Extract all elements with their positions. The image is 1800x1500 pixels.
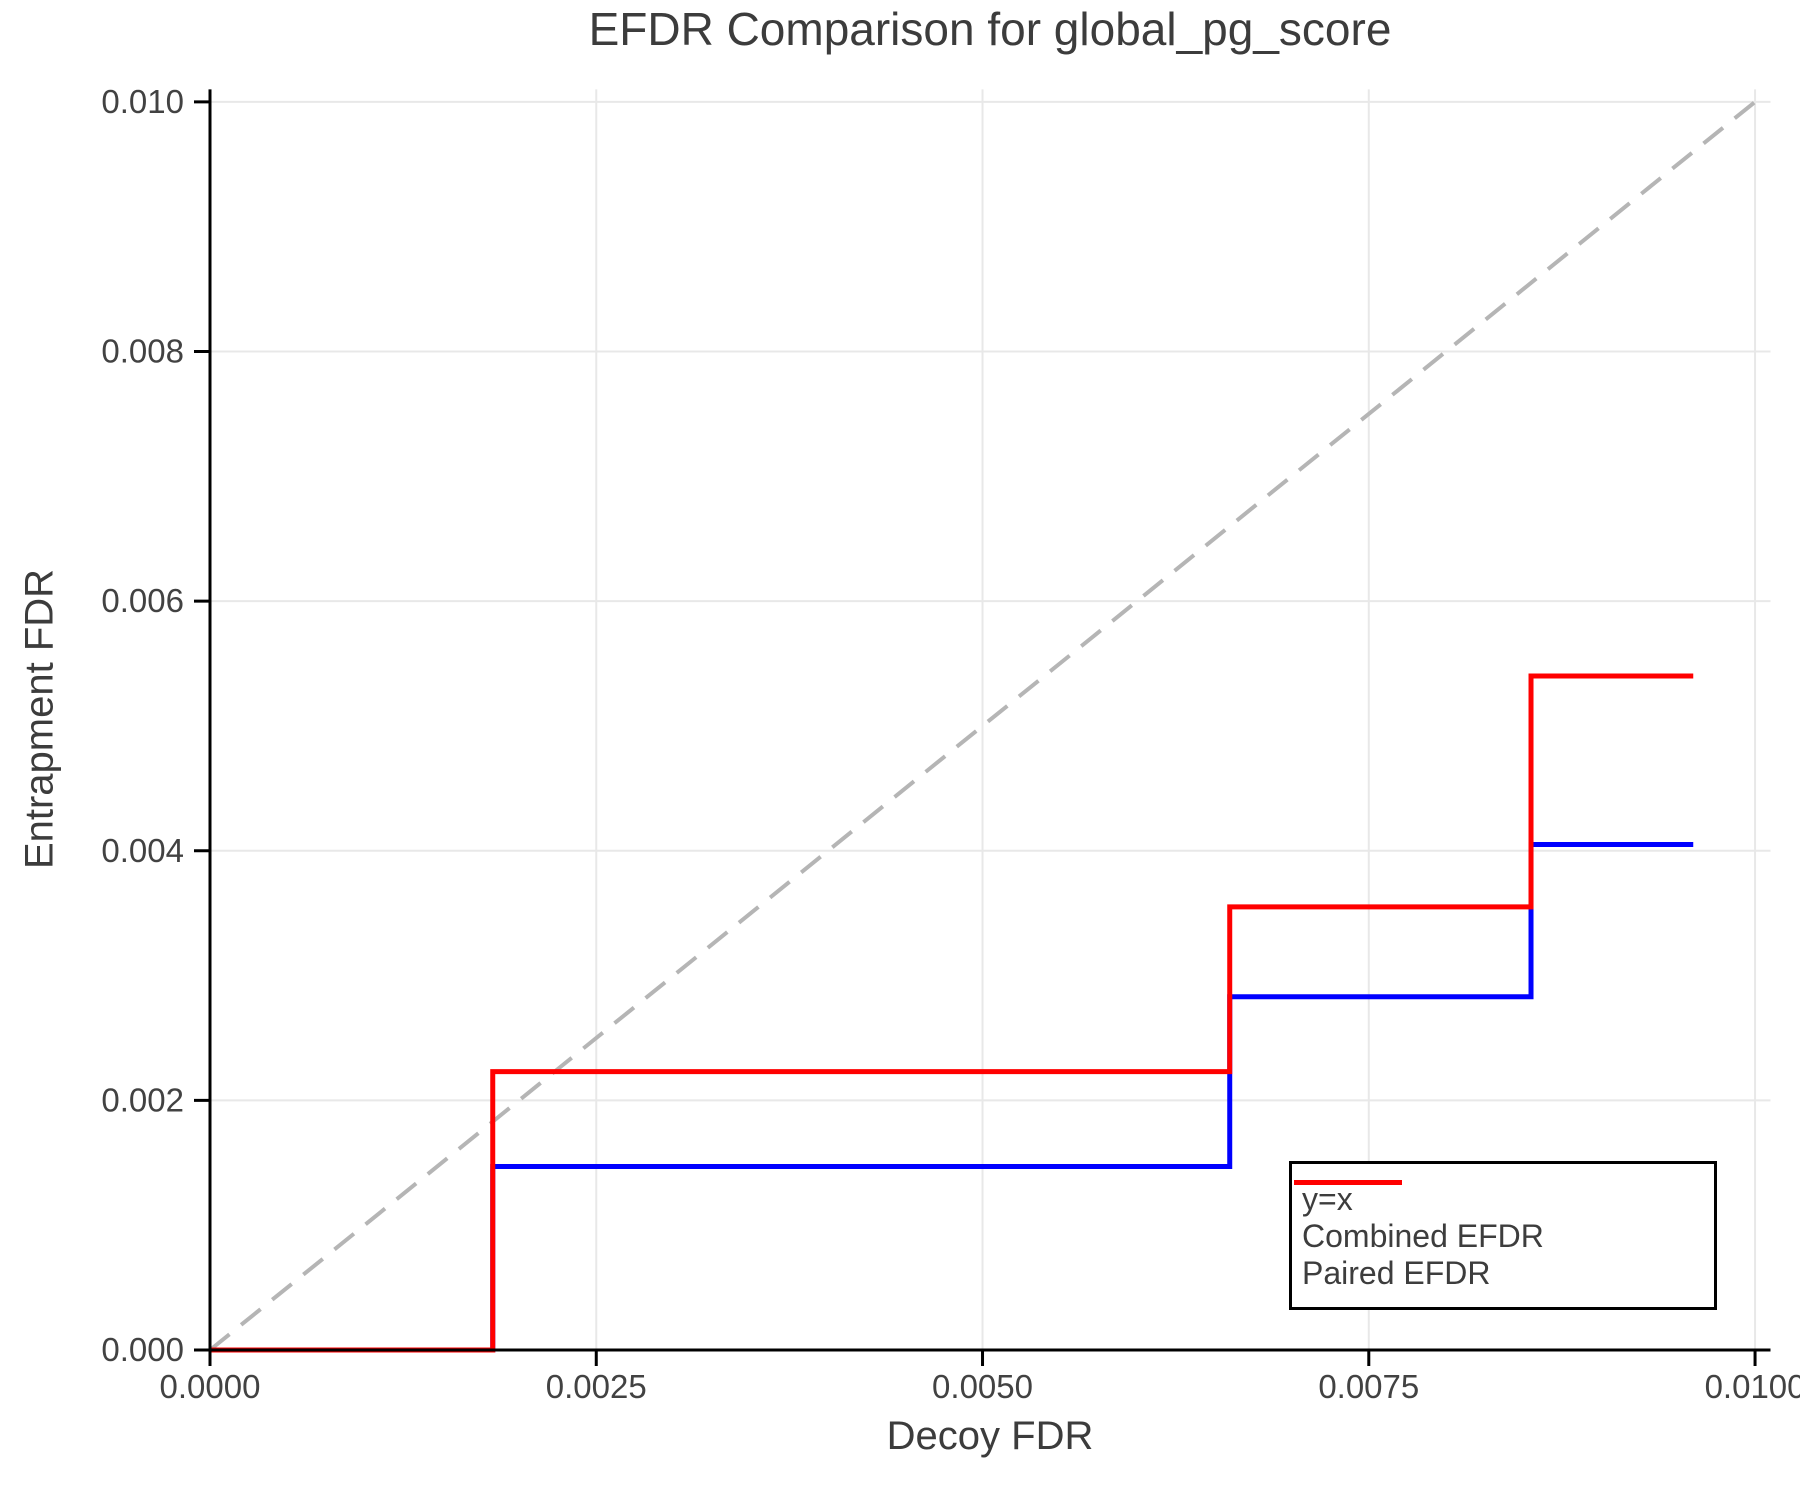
x-tick-label: 0.0100 [1705, 1368, 1800, 1405]
series-line-paired-efdr [210, 673, 1694, 1353]
y-tick-label: 0.002 [101, 1081, 184, 1118]
x-tick-label: 0.0075 [1318, 1368, 1419, 1405]
x-axis-label: Decoy FDR [886, 1414, 1094, 1458]
y-tick-label: 0.000 [101, 1331, 184, 1368]
x-ticks: 0.0000 0.0025 0.0050 0.0075 0.0100 [160, 1350, 1800, 1405]
red-line-sample-icon [1294, 1180, 1402, 1185]
y-tick-label: 0.010 [101, 83, 184, 120]
legend-label: Paired EFDR [1302, 1254, 1491, 1291]
y-tick-label: 0.008 [101, 333, 184, 370]
legend-entry-paired-efdr: Paired EFDR [1294, 1180, 1704, 1291]
x-tick-label: 0.0050 [932, 1368, 1033, 1405]
legend: y=x Combined EFDR Paired EFDR [1289, 1161, 1717, 1310]
legend-entry-combined-efdr: Combined EFDR [1294, 1180, 1704, 1254]
series-lines [208, 100, 1757, 1353]
y-axis-label: Entrapment FDR [17, 568, 62, 870]
legend-label: Combined EFDR [1302, 1217, 1544, 1254]
y-tick-label: 0.006 [101, 582, 184, 619]
series-line-y-x [208, 100, 1757, 1352]
axis-spines [208, 89, 1771, 1352]
x-tick-label: 0.0000 [160, 1368, 261, 1405]
y-tick-label: 0.004 [101, 832, 184, 869]
y-ticks: 0.000 0.002 0.004 0.006 0.008 0.010 [101, 83, 210, 1368]
chart-title: EFDR Comparison for global_pg_score [588, 3, 1392, 55]
x-tick-label: 0.0025 [546, 1368, 647, 1405]
legend-label: y=x [1302, 1180, 1353, 1217]
